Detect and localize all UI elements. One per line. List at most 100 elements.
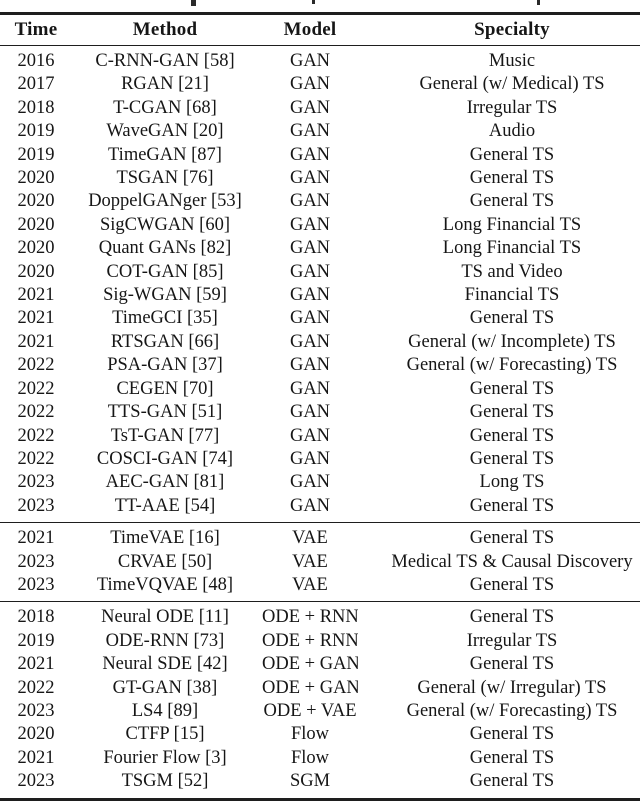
- table-cell: 2023: [17, 574, 55, 595]
- table-cell: 2016: [17, 51, 55, 71]
- table-cell: General TS: [469, 607, 555, 628]
- column-header-time: Time: [0, 13, 68, 46]
- table-cell: GAN: [289, 378, 331, 399]
- table-cell: LS4 [89]: [131, 700, 199, 721]
- table-cell: SGM: [289, 771, 331, 792]
- table-row: 2018 Neural ODE [11] ODE + RNN General TS: [0, 602, 640, 630]
- table-cell: ODE-RNN [73]: [105, 630, 225, 651]
- table-cell: General (w/ Irregular) TS: [417, 677, 607, 698]
- table-row: 2022 PSA-GAN [37] GAN General (w/ Forecasti…: [0, 354, 640, 377]
- table-cell: General TS: [469, 574, 555, 595]
- table-cell: 2023: [17, 700, 55, 721]
- table-cell: General TS: [469, 378, 555, 399]
- table-cell: GAN: [289, 191, 331, 212]
- table-cell: General (w/ Forecasting) TS: [406, 355, 618, 376]
- table-cell: GAN: [289, 495, 331, 516]
- table-cell: GAN: [289, 51, 331, 71]
- table-cell: 2017: [17, 74, 55, 95]
- table-cell: 2020: [17, 168, 55, 189]
- table-cell: GAN: [289, 238, 331, 259]
- table-cell: ODE + RNN: [262, 630, 358, 651]
- table-cell: Medical TS & Causal Discovery: [391, 551, 633, 572]
- column-header-specialty: Specialty: [358, 13, 640, 46]
- table-cell: DoppelGANger [53]: [88, 191, 242, 212]
- table-cell: TS and Video: [461, 261, 563, 282]
- table-cell: 2018: [17, 97, 55, 118]
- table-cell: 2020: [17, 261, 55, 282]
- table-cell: ODE + GAN: [262, 654, 358, 675]
- ode-flow-sgm-section: 2018 Neural ODE [11] ODE + RNN General TS 20…: [0, 601, 640, 799]
- table-cell: GAN: [289, 74, 331, 95]
- table-row: 2023 TT-AAE [54] GAN General TS: [0, 495, 640, 523]
- table-row: 2023 TimeVQVAE [48] VAE General TS: [0, 574, 640, 602]
- table-row: 2021 RTSGAN [66] GAN General (w/ Incomplete…: [0, 331, 640, 354]
- table-cell: 2023: [17, 771, 55, 792]
- table-row: 2022 GT-GAN [38] ODE + GAN General (w/ Irre…: [0, 677, 640, 700]
- table-cell: TimeGCI [35]: [112, 308, 218, 329]
- table-cell: General (w/ Forecasting) TS: [406, 700, 618, 721]
- table-row: 2022 TsT-GAN [77] GAN General TS: [0, 425, 640, 448]
- table-cell: TsT-GAN [77]: [110, 425, 220, 446]
- column-header-model: Model: [262, 13, 358, 46]
- table-cell: RGAN [21]: [121, 74, 209, 95]
- clipped-caption-fragment: [191, 0, 196, 6]
- header-row: Time Method Model Specialty: [0, 13, 640, 46]
- table-row: 2019 ODE-RNN [73] ODE + RNN Irregular TS: [0, 630, 640, 653]
- table-cell: AEC-GAN [81]: [105, 472, 225, 493]
- table-row: 2019 TimeGAN [87] GAN General TS: [0, 144, 640, 167]
- table-cell: Long Financial TS: [442, 214, 582, 235]
- table-cell: RTSGAN [66]: [110, 331, 220, 352]
- table-cell: Music: [488, 51, 536, 71]
- table-cell: General (w/ Incomplete) TS: [408, 331, 616, 352]
- table-cell: General TS: [469, 528, 555, 549]
- table-cell: VAE: [292, 528, 328, 549]
- table-cell: 2018: [17, 607, 55, 628]
- table-cell: Flow: [290, 747, 330, 768]
- table-cell: C-RNN-GAN [58]: [95, 51, 235, 71]
- table-cell: 2019: [17, 121, 55, 142]
- table-cell: WaveGAN [20]: [106, 121, 224, 142]
- gan-section: 2016 C-RNN-GAN [58] GAN Music 2017 RGAN [21] G…: [0, 46, 640, 523]
- table-cell: 2021: [17, 654, 55, 675]
- table-cell: Quant GANs [82]: [98, 238, 232, 259]
- table-cell: TT-AAE [54]: [114, 495, 216, 516]
- vae-section: 2021 TimeVAE [16] VAE General TS 2023 CRVAE […: [0, 522, 640, 602]
- table-row: 2020 TSGAN [76] GAN General TS: [0, 167, 640, 190]
- table-cell: 2022: [17, 425, 55, 446]
- table-row: 2023 TSGM [52] SGM General TS: [0, 770, 640, 799]
- table-cell: Irregular TS: [466, 97, 558, 118]
- table-row: 2023 CRVAE [50] VAE Medical TS & Causal Dis…: [0, 551, 640, 574]
- table-cell: GAN: [289, 285, 331, 306]
- table-cell: TSGM [52]: [121, 771, 209, 792]
- table-cell: 2020: [17, 724, 55, 745]
- table-cell: TimeVAE [16]: [110, 528, 220, 549]
- table-cell: 2022: [17, 378, 55, 399]
- table-cell: 2021: [17, 331, 55, 352]
- table-row: 2020 Quant GANs [82] GAN Long Financial TS: [0, 237, 640, 260]
- table-cell: General TS: [469, 144, 555, 165]
- table-cell: 2020: [17, 238, 55, 259]
- table-cell: General TS: [469, 724, 555, 745]
- table-cell: GAN: [289, 144, 331, 165]
- table-row: 2021 Neural SDE [42] ODE + GAN General TS: [0, 653, 640, 676]
- table-cell: General TS: [469, 495, 555, 516]
- table-cell: General (w/ Medical) TS: [419, 74, 605, 95]
- table-cell: GAN: [289, 425, 331, 446]
- methods-summary-table: Time Method Model Specialty 2016 C-RNN-GA…: [0, 12, 640, 801]
- table-cell: 2023: [17, 472, 55, 493]
- table-cell: ODE + VAE: [263, 700, 357, 721]
- clipped-caption-fragment: [312, 0, 315, 4]
- table-cell: GAN: [289, 97, 331, 118]
- table-cell: General TS: [469, 448, 555, 469]
- table-cell: 2019: [17, 630, 55, 651]
- table-cell: GAN: [289, 121, 331, 142]
- table-row: 2021 TimeVAE [16] VAE General TS: [0, 523, 640, 551]
- table-cell: COSCI-GAN [74]: [96, 448, 234, 469]
- table-cell: 2022: [17, 355, 55, 376]
- table-cell: 2023: [17, 495, 55, 516]
- table-row: 2018 T-CGAN [68] GAN Irregular TS: [0, 97, 640, 120]
- table-cell: GAN: [289, 308, 331, 329]
- table-cell: General TS: [469, 654, 555, 675]
- table-row: 2023 AEC-GAN [81] GAN Long TS: [0, 471, 640, 494]
- table-cell: TimeGAN [87]: [108, 144, 222, 165]
